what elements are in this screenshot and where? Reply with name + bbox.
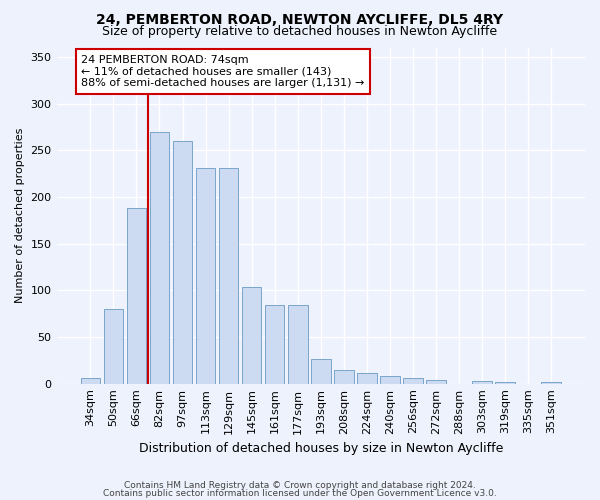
Text: Contains HM Land Registry data © Crown copyright and database right 2024.: Contains HM Land Registry data © Crown c… <box>124 481 476 490</box>
Text: 24, PEMBERTON ROAD, NEWTON AYCLIFFE, DL5 4RY: 24, PEMBERTON ROAD, NEWTON AYCLIFFE, DL5… <box>97 12 503 26</box>
Bar <box>496 382 515 384</box>
Bar <box>357 374 377 384</box>
Bar <box>196 168 215 384</box>
Bar <box>403 378 423 384</box>
Bar <box>80 378 100 384</box>
Bar <box>311 360 331 384</box>
Bar <box>265 305 284 384</box>
Bar <box>149 132 169 384</box>
Bar <box>380 376 400 384</box>
Text: 24 PEMBERTON ROAD: 74sqm
← 11% of detached houses are smaller (143)
88% of semi-: 24 PEMBERTON ROAD: 74sqm ← 11% of detach… <box>81 55 365 88</box>
Bar <box>334 370 353 384</box>
Bar <box>472 381 492 384</box>
Bar <box>541 382 561 384</box>
Bar <box>127 208 146 384</box>
Bar <box>173 141 193 384</box>
Bar <box>288 305 308 384</box>
Text: Contains public sector information licensed under the Open Government Licence v3: Contains public sector information licen… <box>103 488 497 498</box>
Bar <box>104 309 123 384</box>
Y-axis label: Number of detached properties: Number of detached properties <box>15 128 25 304</box>
Bar <box>242 288 262 384</box>
Bar <box>426 380 446 384</box>
Bar <box>219 168 238 384</box>
Text: Size of property relative to detached houses in Newton Aycliffe: Size of property relative to detached ho… <box>103 25 497 38</box>
X-axis label: Distribution of detached houses by size in Newton Aycliffe: Distribution of detached houses by size … <box>139 442 503 455</box>
